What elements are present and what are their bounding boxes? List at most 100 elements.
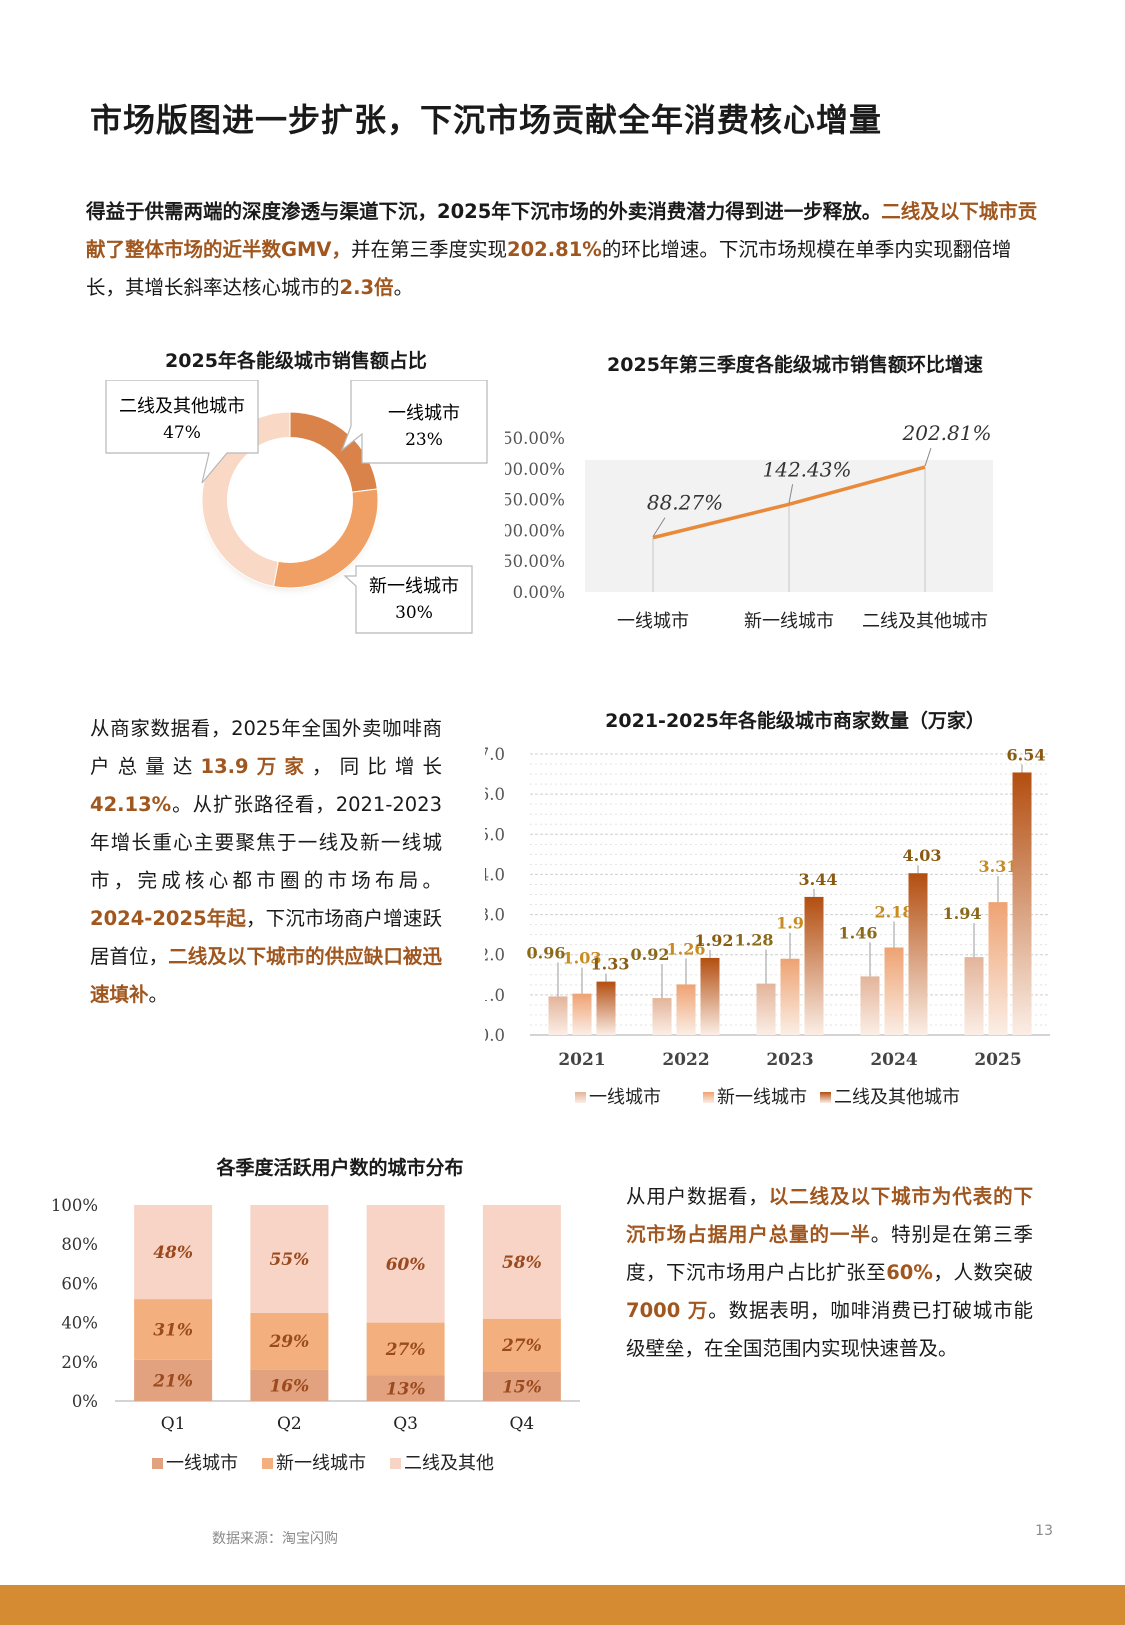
y-tick-label: 0% bbox=[72, 1392, 98, 1411]
merchant-highlight-3: 2024-2025年起 bbox=[90, 907, 246, 930]
merchant-bar bbox=[908, 873, 928, 1035]
data-label: 1.94 bbox=[943, 904, 982, 923]
callout-label-tier2: 二线及其他城市 bbox=[119, 396, 245, 417]
merchants-bar-chart: 0.0 1.0 2.0 3.0 4.0 5.0 6.0 7.0 2021 0.961.031.33… bbox=[485, 745, 1050, 1108]
segment-label: 15% bbox=[502, 1377, 542, 1397]
data-label: 2.18 bbox=[875, 902, 914, 921]
data-label: 0.96 bbox=[527, 943, 566, 962]
segment-label: 55% bbox=[269, 1250, 309, 1270]
merchant-text-4: ，下沉市场商户增速跃居首位， bbox=[90, 907, 442, 968]
y-tick-label: 100.00% bbox=[505, 521, 565, 540]
x-tick-label: 一线城市 bbox=[617, 611, 689, 632]
user-text-1: 从用户数据看， bbox=[626, 1185, 769, 1208]
legend-label: 二线及其他城市 bbox=[834, 1087, 960, 1108]
user-paragraph: 从用户数据看，以二线及以下城市为代表的下沉市场占据用户总量的一半。特别是在第三季… bbox=[626, 1178, 1033, 1368]
callout-box-tier1 bbox=[340, 380, 488, 464]
y-tick-label: 150.00% bbox=[505, 491, 565, 510]
data-label: 3.44 bbox=[799, 870, 838, 889]
callout-label-newtier1: 新一线城市 bbox=[369, 576, 459, 597]
intro-highlight-1: 二线及以下城市贡献了整体市场的近半数GMV， bbox=[86, 200, 1038, 261]
donut-hole bbox=[227, 437, 353, 563]
data-label: 202.81% bbox=[902, 425, 992, 445]
legend-swatch bbox=[390, 1458, 401, 1469]
data-label: 88.27% bbox=[647, 491, 723, 515]
data-label-leader bbox=[652, 517, 666, 537]
x-tick-label: Q3 bbox=[393, 1414, 418, 1434]
data-label: 4.03 bbox=[903, 846, 942, 865]
segment-label: 60% bbox=[386, 1255, 426, 1275]
legend-label: 二线及其他 bbox=[404, 1453, 494, 1474]
user-highlight-3: 7000 万 bbox=[626, 1299, 709, 1322]
y-tick-label: 5.0 bbox=[485, 825, 505, 844]
merchant-highlight-2: 42.13% bbox=[90, 793, 172, 816]
user-segment bbox=[134, 1299, 213, 1360]
segment-label: 13% bbox=[386, 1379, 426, 1399]
segment-label: 16% bbox=[269, 1376, 309, 1396]
intro-text-4: 。 bbox=[393, 276, 414, 299]
y-tick-label: 100% bbox=[51, 1196, 98, 1215]
callout-pct-tier1: 23% bbox=[405, 430, 443, 450]
merchant-highlight-1: 13.9万家 bbox=[200, 755, 312, 778]
page-number: 13 bbox=[1035, 1523, 1053, 1539]
legend-label: 一线城市 bbox=[166, 1453, 238, 1474]
user-segment bbox=[482, 1318, 561, 1372]
merchant-bar bbox=[1012, 772, 1032, 1035]
merchant-bar bbox=[548, 996, 568, 1035]
user-segment bbox=[134, 1359, 213, 1401]
legend-swatch bbox=[703, 1092, 714, 1103]
data-label: 1.33 bbox=[591, 955, 630, 974]
y-tick-label: 3.0 bbox=[485, 906, 505, 925]
merchant-bar bbox=[676, 984, 696, 1035]
footer-bar bbox=[0, 1585, 1125, 1625]
merchant-bar bbox=[884, 947, 904, 1035]
user-segment bbox=[366, 1375, 445, 1401]
data-label: 1.03 bbox=[563, 949, 602, 968]
x-tick-label: Q1 bbox=[161, 1414, 186, 1434]
legend-label: 一线城市 bbox=[589, 1087, 661, 1108]
page-title: 市场版图进一步扩张，下沉市场贡献全年消费核心增量 bbox=[90, 101, 883, 139]
merchant-bar bbox=[860, 976, 880, 1035]
intro-text-3: 的环比增速。下沉市场规模在单季内实现翻倍增长，其增长斜率达核心城市的 bbox=[86, 238, 1012, 299]
callout-pct-tier2: 47% bbox=[163, 423, 201, 443]
merchant-highlight-4: 二线及以下城市的供应缺口被迅速填补 bbox=[90, 945, 442, 1006]
y-tick-label: 20% bbox=[61, 1353, 98, 1372]
user-segment bbox=[250, 1369, 329, 1401]
segment-label: 48% bbox=[153, 1243, 193, 1263]
callout-box-newtier1 bbox=[343, 565, 473, 634]
merchant-bar bbox=[572, 993, 592, 1035]
merchant-text-1: 从商家数据看，2025年全国外卖咖啡商户总量达 bbox=[90, 717, 442, 778]
share-chart-title: 2025年各能级城市销售额占比 bbox=[165, 350, 427, 372]
y-tick-label: 80% bbox=[61, 1235, 98, 1254]
data-label: 1.26 bbox=[667, 939, 706, 958]
segment-label: 27% bbox=[501, 1336, 542, 1356]
share-donut-chart: 二线及其他城市 47% 一线城市 23% 新一线城市 30% bbox=[105, 380, 488, 634]
legend-swatch bbox=[152, 1458, 163, 1469]
x-tick-label: 2025 bbox=[974, 1050, 1021, 1070]
y-tick-label: 6.0 bbox=[485, 785, 505, 804]
user-segment bbox=[482, 1205, 561, 1319]
growth-line-chart: 0.00% 50.00% 100.00% 150.00% 200.00% 250.00% 一… bbox=[505, 425, 993, 632]
data-label-leader bbox=[924, 447, 932, 467]
y-tick-label: 7.0 bbox=[485, 745, 505, 764]
intro-paragraph: 得益于供需两端的深度渗透与渠道下沉，2025年下沉市场的外卖消费潜力得到进一步释… bbox=[86, 193, 1046, 307]
user-segment bbox=[250, 1312, 329, 1370]
merchant-bar bbox=[964, 957, 984, 1035]
intro-text-1: 得益于供需两端的深度渗透与渠道下沉，2025年下沉市场的外卖消费潜力得到进一步释… bbox=[86, 200, 882, 223]
user-text-2: 。特别是在第三季度，下沉市场用户占比扩张至 bbox=[626, 1223, 1033, 1284]
y-tick-label: 2.0 bbox=[485, 946, 505, 965]
growth-chart-title: 2025年第三季度各能级城市销售额环比增速 bbox=[607, 354, 983, 376]
x-tick-label: 二线及其他城市 bbox=[862, 611, 988, 632]
callout-label-tier1: 一线城市 bbox=[388, 403, 460, 424]
data-label: 0.92 bbox=[631, 945, 670, 964]
y-tick-label: 60% bbox=[61, 1274, 98, 1293]
merchant-bar bbox=[780, 958, 800, 1035]
user-highlight-1: 以二线及以下城市为代表的下沉市场占据用户总量的一半 bbox=[626, 1185, 1033, 1246]
data-label: 142.43% bbox=[763, 457, 852, 481]
callout-box-tier2 bbox=[105, 380, 259, 484]
merchant-bar bbox=[756, 983, 776, 1035]
x-tick-label: 2023 bbox=[766, 1050, 813, 1070]
x-tick-label: 新一线城市 bbox=[744, 611, 834, 632]
data-label: 1.28 bbox=[735, 931, 774, 950]
y-tick-label: 40% bbox=[61, 1314, 98, 1333]
user-text-3: ，人数突破 bbox=[932, 1261, 1033, 1284]
